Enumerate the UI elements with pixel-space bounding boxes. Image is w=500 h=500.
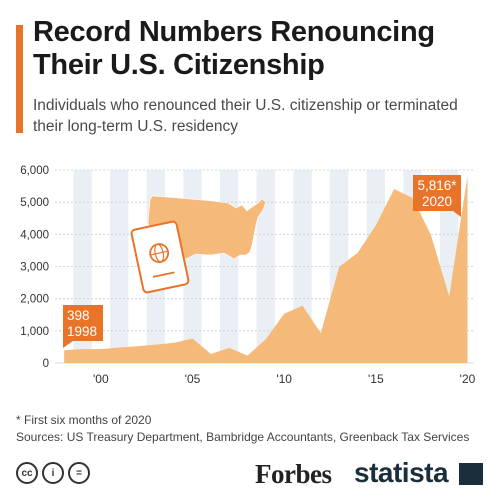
grid-stripe (256, 170, 275, 363)
forbes-logo[interactable]: Forbes (255, 459, 332, 489)
accent-bar (16, 25, 23, 133)
x-tick-label: '20 (460, 372, 476, 386)
y-tick-label: 1,000 (20, 326, 49, 338)
page-subtitle: Individuals who renounced their U.S. cit… (33, 97, 458, 135)
callout-year: 1998 (67, 324, 97, 339)
statista-logo-icon (459, 463, 483, 485)
no-derivatives-icon: = (68, 462, 90, 484)
passport-cover (130, 220, 190, 294)
x-axis: '00 '05 '10 '15 '20 (93, 372, 476, 386)
x-tick-label: '05 (185, 372, 201, 386)
statista-logo[interactable]: statista (354, 457, 449, 488)
passport-icon (130, 220, 190, 294)
y-tick-label: 2,000 (20, 294, 49, 306)
area-chart: 0 1,000 2,000 3,000 4,000 5,000 6,000 '00 '05 '1… (20, 165, 476, 386)
y-axis: 0 1,000 2,000 3,000 4,000 5,000 6,000 (20, 165, 49, 370)
callout-value: 398 (67, 308, 90, 323)
page-title: Record Numbers Renouncing Their U.S. Cit… (33, 16, 435, 81)
x-tick-label: '10 (276, 372, 292, 386)
cc-icon: cc (16, 462, 38, 484)
sources-text: Sources: US Treasury Department, Bambrid… (16, 430, 470, 444)
area-series (64, 175, 468, 363)
y-tick-label: 5,000 (20, 197, 49, 209)
x-tick-label: '15 (368, 372, 384, 386)
y-tick-label: 3,000 (20, 262, 49, 274)
callout-year: 2020 (422, 194, 452, 209)
y-tick-label: 6,000 (20, 165, 49, 177)
x-tick-label: '00 (93, 372, 109, 386)
callout-pointer (63, 341, 73, 348)
y-tick-label: 0 (43, 358, 49, 370)
callout-value: 5,816* (417, 178, 457, 193)
license-icons: cc i = (16, 462, 90, 484)
footnote: * First six months of 2020 (16, 413, 152, 427)
callout-box (63, 305, 103, 341)
callout-box (413, 175, 461, 211)
callout-pointer (453, 211, 461, 217)
attribution-icon: i (42, 462, 64, 484)
y-tick-label: 4,000 (20, 229, 49, 241)
